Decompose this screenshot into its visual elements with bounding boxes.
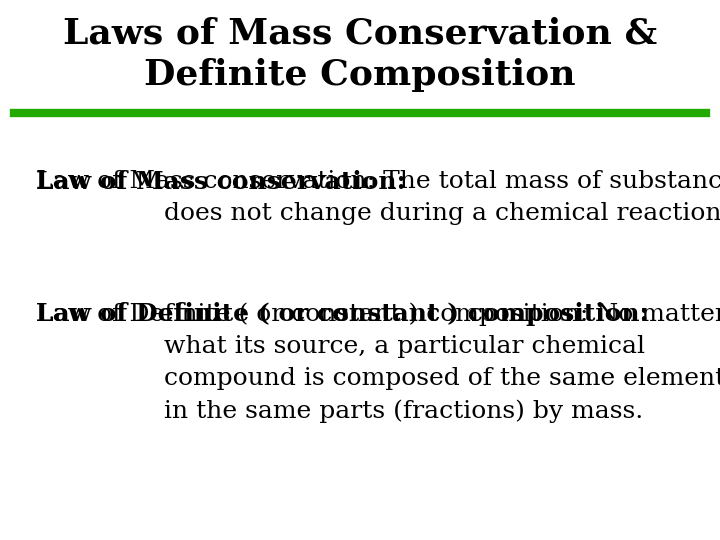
Text: Law of Definite ( or constant ) composition:: Law of Definite ( or constant ) composit… — [36, 302, 649, 326]
Text: Law of Definite ( or constant ) composition: No matter
                what its : Law of Definite ( or constant ) composit… — [36, 302, 720, 423]
Text: Law of Mass conservation:: Law of Mass conservation: — [36, 170, 406, 194]
Text: Laws of Mass Conservation &
Definite Composition: Laws of Mass Conservation & Definite Com… — [63, 16, 657, 92]
Text: Law of Mass conservation: The total mass of substances
                does not : Law of Mass conservation: The total mass… — [36, 170, 720, 225]
